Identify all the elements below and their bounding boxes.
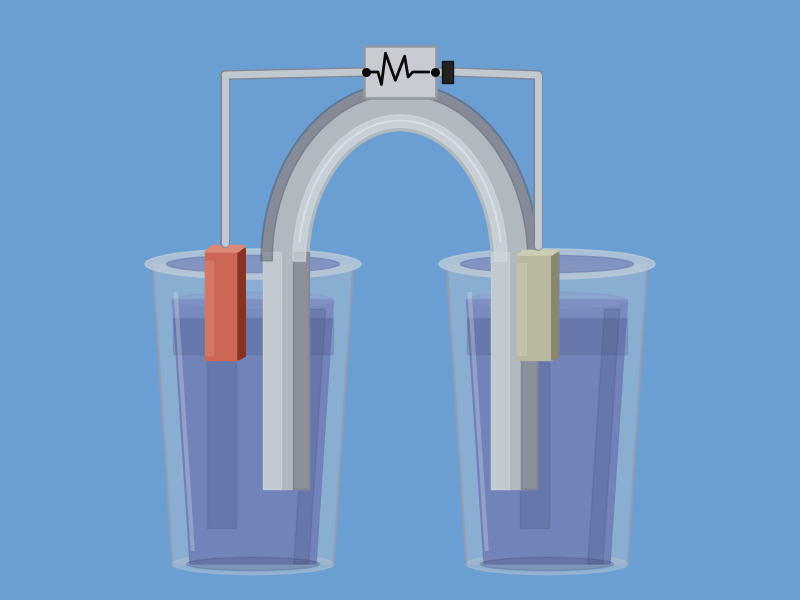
Polygon shape [466,318,627,354]
Ellipse shape [491,253,537,269]
Polygon shape [491,252,537,489]
Ellipse shape [466,292,627,308]
Polygon shape [205,252,238,360]
Ellipse shape [166,256,339,272]
Ellipse shape [145,249,361,279]
Polygon shape [466,300,627,564]
Polygon shape [520,312,549,528]
Polygon shape [294,309,326,564]
Polygon shape [207,312,235,528]
Polygon shape [517,263,526,355]
FancyBboxPatch shape [364,46,436,98]
Polygon shape [238,248,246,360]
Polygon shape [466,300,627,318]
Polygon shape [263,85,537,261]
Polygon shape [173,300,334,318]
Ellipse shape [480,557,614,571]
Polygon shape [152,264,354,564]
Polygon shape [173,300,334,564]
FancyBboxPatch shape [442,61,453,83]
Ellipse shape [186,557,320,571]
Polygon shape [263,252,282,489]
Ellipse shape [461,256,634,272]
Ellipse shape [172,553,334,575]
Polygon shape [263,252,309,489]
Polygon shape [588,309,620,564]
Polygon shape [293,252,309,489]
Polygon shape [173,318,334,354]
Polygon shape [517,255,552,360]
Polygon shape [491,252,510,489]
Polygon shape [261,83,539,261]
Polygon shape [205,260,214,355]
Ellipse shape [439,249,655,279]
Polygon shape [517,250,558,255]
Polygon shape [293,115,507,261]
Polygon shape [205,245,246,252]
Ellipse shape [263,253,309,269]
Polygon shape [552,252,558,360]
Ellipse shape [173,292,334,308]
Ellipse shape [466,553,628,575]
Polygon shape [446,264,648,564]
Polygon shape [521,252,537,489]
